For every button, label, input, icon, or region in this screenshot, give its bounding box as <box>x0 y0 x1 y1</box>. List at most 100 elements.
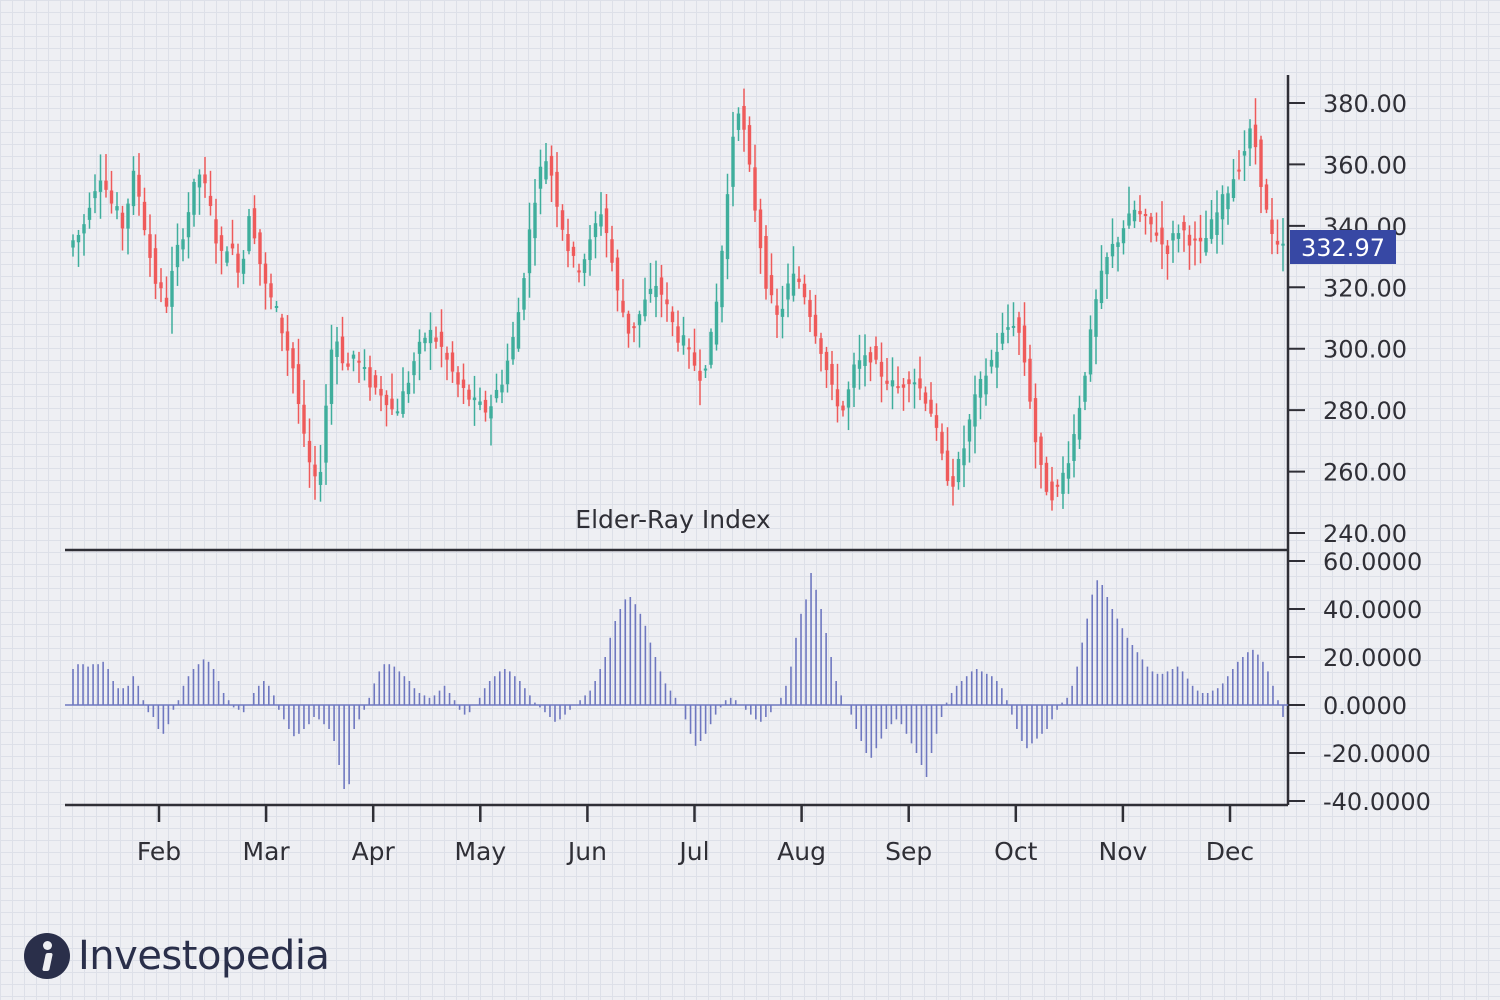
candle-body <box>1171 233 1175 241</box>
candle-body <box>1011 325 1016 328</box>
candle-body <box>560 210 565 230</box>
month-tick-label: Mar <box>243 837 291 866</box>
candle-body <box>934 415 939 428</box>
candle-body <box>137 174 141 197</box>
candle-body <box>1110 243 1115 257</box>
candle-body <box>175 244 180 268</box>
candle-body <box>1138 210 1142 215</box>
candle-body <box>395 411 400 414</box>
candle-body <box>1220 194 1225 220</box>
candle-body <box>450 352 455 372</box>
candle-body <box>1050 481 1054 501</box>
candle-body <box>802 283 807 298</box>
candle-body <box>483 399 488 413</box>
last-price-value: 332.97 <box>1301 234 1385 262</box>
candle-body <box>1121 228 1126 244</box>
candle-body <box>489 406 493 419</box>
candle-body <box>1154 232 1159 236</box>
candle-body <box>632 326 636 329</box>
candle-body <box>208 195 213 206</box>
candle-body <box>203 174 207 184</box>
candle-body <box>274 306 279 309</box>
candle-body <box>1193 238 1197 241</box>
candle-body <box>593 223 598 238</box>
chart-axes <box>65 75 1290 807</box>
month-tick-label: Sep <box>885 837 932 866</box>
candle-body <box>835 389 840 407</box>
chart-title: Elder-Ray Index <box>575 505 770 534</box>
candle-body <box>1039 436 1043 465</box>
month-tick-label: Jul <box>677 837 709 866</box>
candle-body <box>604 208 609 234</box>
candle-body <box>1253 124 1258 148</box>
candle-body <box>791 273 796 296</box>
candle-body <box>907 379 911 384</box>
candle-body <box>808 299 812 317</box>
candle-body <box>406 382 411 395</box>
candle-body <box>153 248 158 284</box>
candle-body <box>588 239 592 261</box>
month-tick-label: Dec <box>1206 837 1254 866</box>
candle-body <box>1127 213 1131 226</box>
candle-body <box>1055 484 1060 487</box>
candle-body <box>797 278 801 283</box>
candle-body <box>236 253 240 273</box>
candle-body <box>736 113 741 130</box>
candle-body <box>247 216 251 252</box>
candle-body <box>758 209 763 249</box>
month-tick-label: Feb <box>137 837 181 866</box>
candle-body <box>1094 299 1098 337</box>
candle-body <box>214 219 218 244</box>
candle-body <box>659 277 664 295</box>
candle-body <box>516 312 521 349</box>
candle-body <box>1176 233 1181 239</box>
candle-body <box>1088 329 1093 375</box>
candle-body <box>456 372 460 385</box>
candle-body <box>1215 212 1219 235</box>
month-tick-label: Apr <box>352 837 396 866</box>
candle-body <box>1281 243 1285 246</box>
candle-body <box>626 313 631 334</box>
candle-body <box>929 399 933 414</box>
candle-body <box>467 389 471 400</box>
candle-body <box>241 258 246 274</box>
candle-body <box>439 331 444 347</box>
candle-body <box>687 347 691 350</box>
candle-body <box>186 212 191 238</box>
candle-body <box>714 301 719 345</box>
candle-body <box>390 398 394 410</box>
candle-body <box>313 464 317 477</box>
candle-body <box>159 282 163 289</box>
candle-body <box>923 392 928 404</box>
candle-body <box>285 331 290 351</box>
candle-body <box>1033 398 1038 443</box>
indicator-tick-label: 0.0000 <box>1323 692 1407 720</box>
candle-body <box>571 246 576 256</box>
candle-body <box>995 351 999 368</box>
candle-body <box>1231 179 1236 199</box>
candle-body <box>912 382 917 385</box>
candle-body <box>445 352 449 360</box>
price-tick-label: 360.00 <box>1323 151 1407 179</box>
candle-body <box>142 201 147 231</box>
candle-body <box>1083 375 1087 402</box>
indicator-tick-label: 20.0000 <box>1323 644 1422 672</box>
candle-body <box>1099 270 1104 304</box>
candle-body <box>82 224 86 234</box>
month-tick-label: Oct <box>994 837 1037 866</box>
candle-body <box>296 364 301 405</box>
candle-body <box>1143 213 1148 217</box>
candle-body <box>219 235 224 251</box>
candle-body <box>1160 227 1164 245</box>
candle-body <box>1077 407 1082 440</box>
candle-body <box>879 361 884 377</box>
price-tick-label: 260.00 <box>1323 459 1407 487</box>
candle-body <box>852 364 856 388</box>
candle-body <box>973 394 977 427</box>
candle-body <box>478 401 482 405</box>
candle-body <box>599 214 603 227</box>
candle-body <box>269 283 273 298</box>
candle-body <box>98 180 103 192</box>
candle-body <box>868 352 873 363</box>
candle-body <box>764 235 768 289</box>
